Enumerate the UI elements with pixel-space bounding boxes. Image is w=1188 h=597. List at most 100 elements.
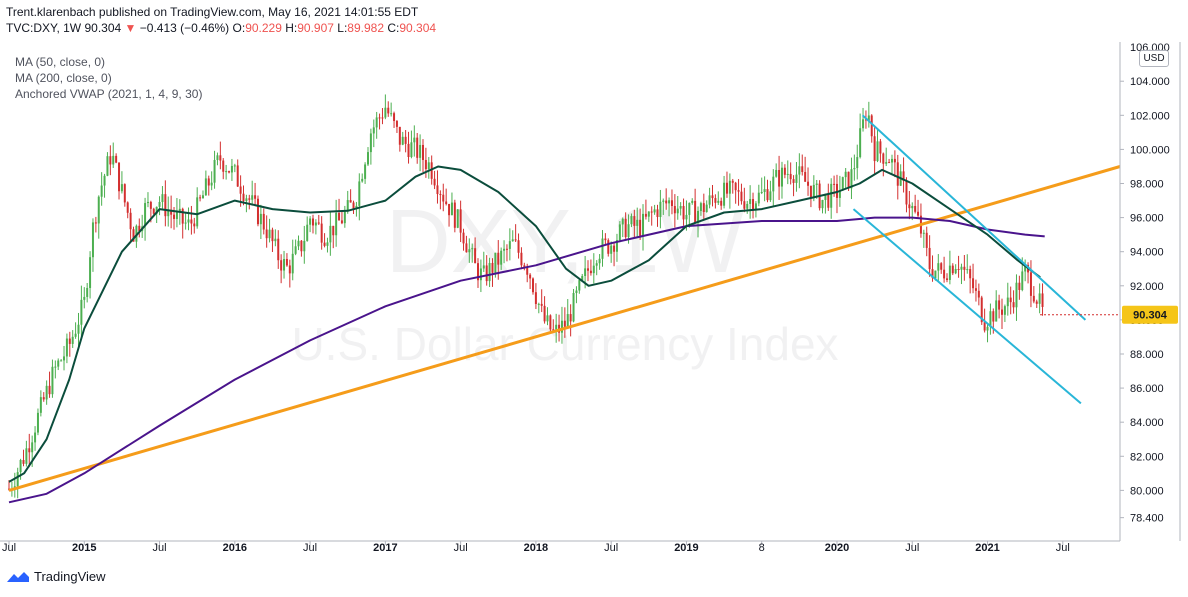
candle-body [995, 300, 998, 322]
candle-body [430, 162, 433, 179]
candle-body [989, 311, 992, 327]
y-tick-label: 96.000 [1130, 213, 1164, 225]
candle-body [850, 169, 853, 189]
candle-body [123, 184, 126, 203]
candle-body [375, 117, 378, 128]
candle-body [896, 162, 899, 186]
candle-body [925, 232, 928, 248]
candle-body [456, 209, 459, 228]
candle-body [517, 240, 520, 253]
candle-body [216, 155, 219, 161]
candle-body [670, 200, 673, 207]
candle-body [1018, 282, 1021, 290]
candle-body [511, 239, 514, 242]
candle-body [992, 311, 995, 322]
candle-body [445, 201, 448, 205]
candle-body [118, 162, 121, 192]
candle-body [986, 326, 989, 331]
legend-ma50[interactable]: MA (50, close, 0) [15, 55, 106, 69]
candle-body [132, 229, 135, 242]
candle-body [36, 412, 39, 433]
candle-body [236, 165, 239, 187]
candle-body [338, 212, 341, 221]
candle-body [184, 222, 187, 224]
candle-body [323, 242, 326, 246]
candle-body [335, 212, 338, 236]
legend-ma200[interactable]: MA (200, close, 0) [15, 71, 112, 85]
candle-body [505, 248, 508, 250]
candle-body [931, 269, 934, 279]
change-value: −0.413 (−0.46%) [139, 21, 230, 35]
candle-body [364, 164, 367, 179]
candle-body [219, 155, 222, 161]
open-value: 90.229 [245, 21, 282, 35]
candle-body [349, 200, 352, 203]
candle-body [911, 205, 914, 209]
ma200-line [8, 216, 1045, 504]
y-tick-label: 94.000 [1130, 247, 1164, 259]
candle-body [688, 202, 691, 215]
candle-body [494, 252, 497, 273]
candle-body [549, 315, 552, 330]
candle-body [642, 213, 645, 236]
candle-body [601, 238, 604, 259]
candle-body [190, 219, 193, 224]
candle-body [77, 324, 80, 334]
candle-body [752, 199, 755, 211]
candle-body [94, 222, 97, 224]
x-tick-label: Jul [905, 542, 919, 554]
candle-body [610, 245, 613, 254]
candle-body [146, 201, 149, 204]
candle-body [340, 220, 343, 224]
candle-body [395, 121, 398, 127]
candle-body [181, 208, 184, 224]
candle-body [404, 136, 407, 144]
candle-body [885, 162, 888, 164]
candle-body [303, 240, 306, 252]
candle-body [138, 225, 141, 232]
candle-body [1015, 282, 1018, 308]
candle-body [653, 209, 656, 213]
indicator-legend: MA (50, close, 0) MA (200, close, 0) Anc… [15, 54, 202, 102]
candle-body [369, 133, 372, 153]
candle-body [636, 219, 639, 226]
candle-body [665, 200, 668, 204]
candle-body [844, 171, 847, 178]
candle-body [453, 202, 456, 228]
x-tick-label: Jul [1056, 542, 1070, 554]
candle-body [821, 199, 824, 209]
candle-body [54, 366, 57, 368]
candle-body [488, 262, 491, 282]
candle-body [514, 239, 517, 241]
candle-body [288, 265, 291, 274]
candle-body [175, 212, 178, 219]
candle-body [937, 263, 940, 271]
candle-body [526, 268, 529, 275]
candle-body [1024, 264, 1027, 272]
candle-body [890, 158, 893, 163]
y-tick-label: 92.000 [1130, 281, 1164, 293]
candle-body [390, 113, 393, 115]
candle-body [552, 329, 555, 331]
tradingview-logo-icon [7, 571, 29, 582]
candle-body [960, 266, 963, 270]
legend-vwap[interactable]: Anchored VWAP (2021, 1, 4, 9, 30) [15, 87, 203, 101]
candle-body [529, 274, 532, 279]
candle-body [459, 209, 462, 233]
candle-body [841, 177, 844, 191]
candle-body [381, 117, 384, 119]
x-tick-label: Jul [604, 542, 618, 554]
open-label: O: [232, 21, 246, 35]
y-tick-label: 104.000 [1130, 76, 1170, 88]
candle-body [366, 152, 369, 165]
candle-body [630, 216, 633, 225]
candle-body [827, 193, 830, 208]
x-tick-label: 2021 [975, 542, 999, 554]
currency-badge[interactable]: USD [1139, 50, 1169, 67]
candle-body [398, 126, 401, 145]
tradingview-logo[interactable]: TradingView [6, 569, 106, 584]
y-tick-label: 86.000 [1130, 383, 1164, 395]
candle-body [943, 269, 946, 279]
last-price-tag [1122, 305, 1178, 324]
